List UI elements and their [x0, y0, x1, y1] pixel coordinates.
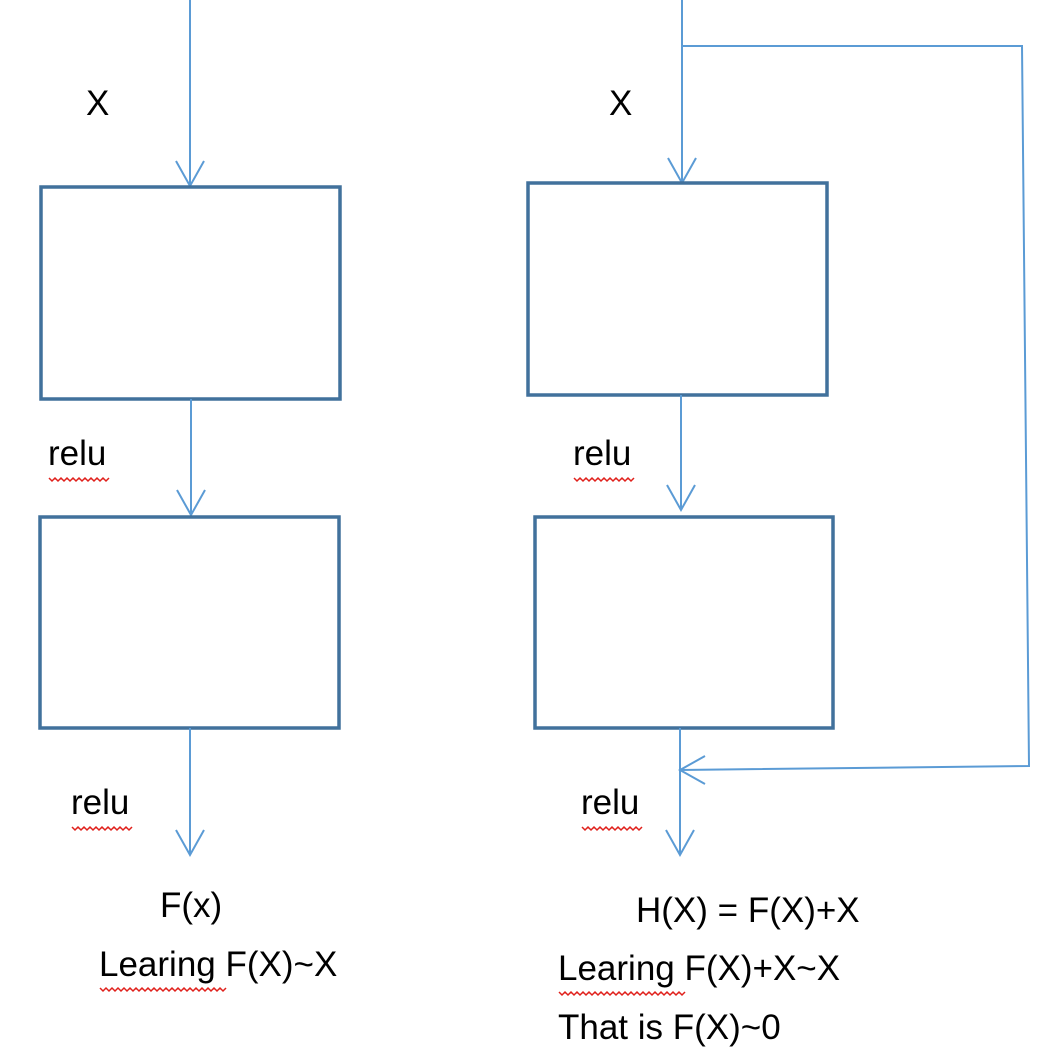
relu-label-1: relu	[573, 434, 631, 473]
relu-label-2: relu	[71, 783, 129, 822]
output-arrow	[665, 728, 695, 858]
relu-arrow-1	[666, 395, 696, 513]
spellcheck-underline	[48, 476, 110, 483]
weight-layer-1	[39, 185, 342, 401]
weight-layer-1	[526, 181, 829, 397]
relu-arrow-1	[176, 399, 206, 518]
spellcheck-underline	[573, 476, 635, 483]
output-label: H(X) = F(X)+X	[636, 891, 860, 930]
caption: That is F(X)~0	[558, 1008, 781, 1047]
plain-network: X relu relu F(x) Learing F(X)~X	[38, 0, 342, 993]
spellcheck-underline	[99, 986, 227, 993]
spellcheck-underline	[581, 825, 643, 832]
spellcheck-underline	[558, 990, 686, 997]
residual-network: X relu relu H(X) = F(X)+X Learing F(X)+X…	[526, 0, 1031, 1047]
spellcheck-underline	[71, 825, 133, 832]
output-arrow	[175, 728, 205, 858]
relu-label-1: relu	[48, 434, 106, 473]
input-label: X	[86, 84, 109, 123]
output-label: F(x)	[160, 886, 222, 925]
caption: Learing F(X)~X	[99, 945, 337, 984]
relu-label-2: relu	[581, 783, 639, 822]
input-label: X	[609, 84, 632, 123]
input-arrow	[175, 0, 205, 189]
caption: Learing F(X)+X~X	[558, 949, 840, 988]
input-arrow	[667, 0, 697, 186]
weight-layer-2	[533, 515, 835, 730]
weight-layer-2	[38, 515, 341, 730]
